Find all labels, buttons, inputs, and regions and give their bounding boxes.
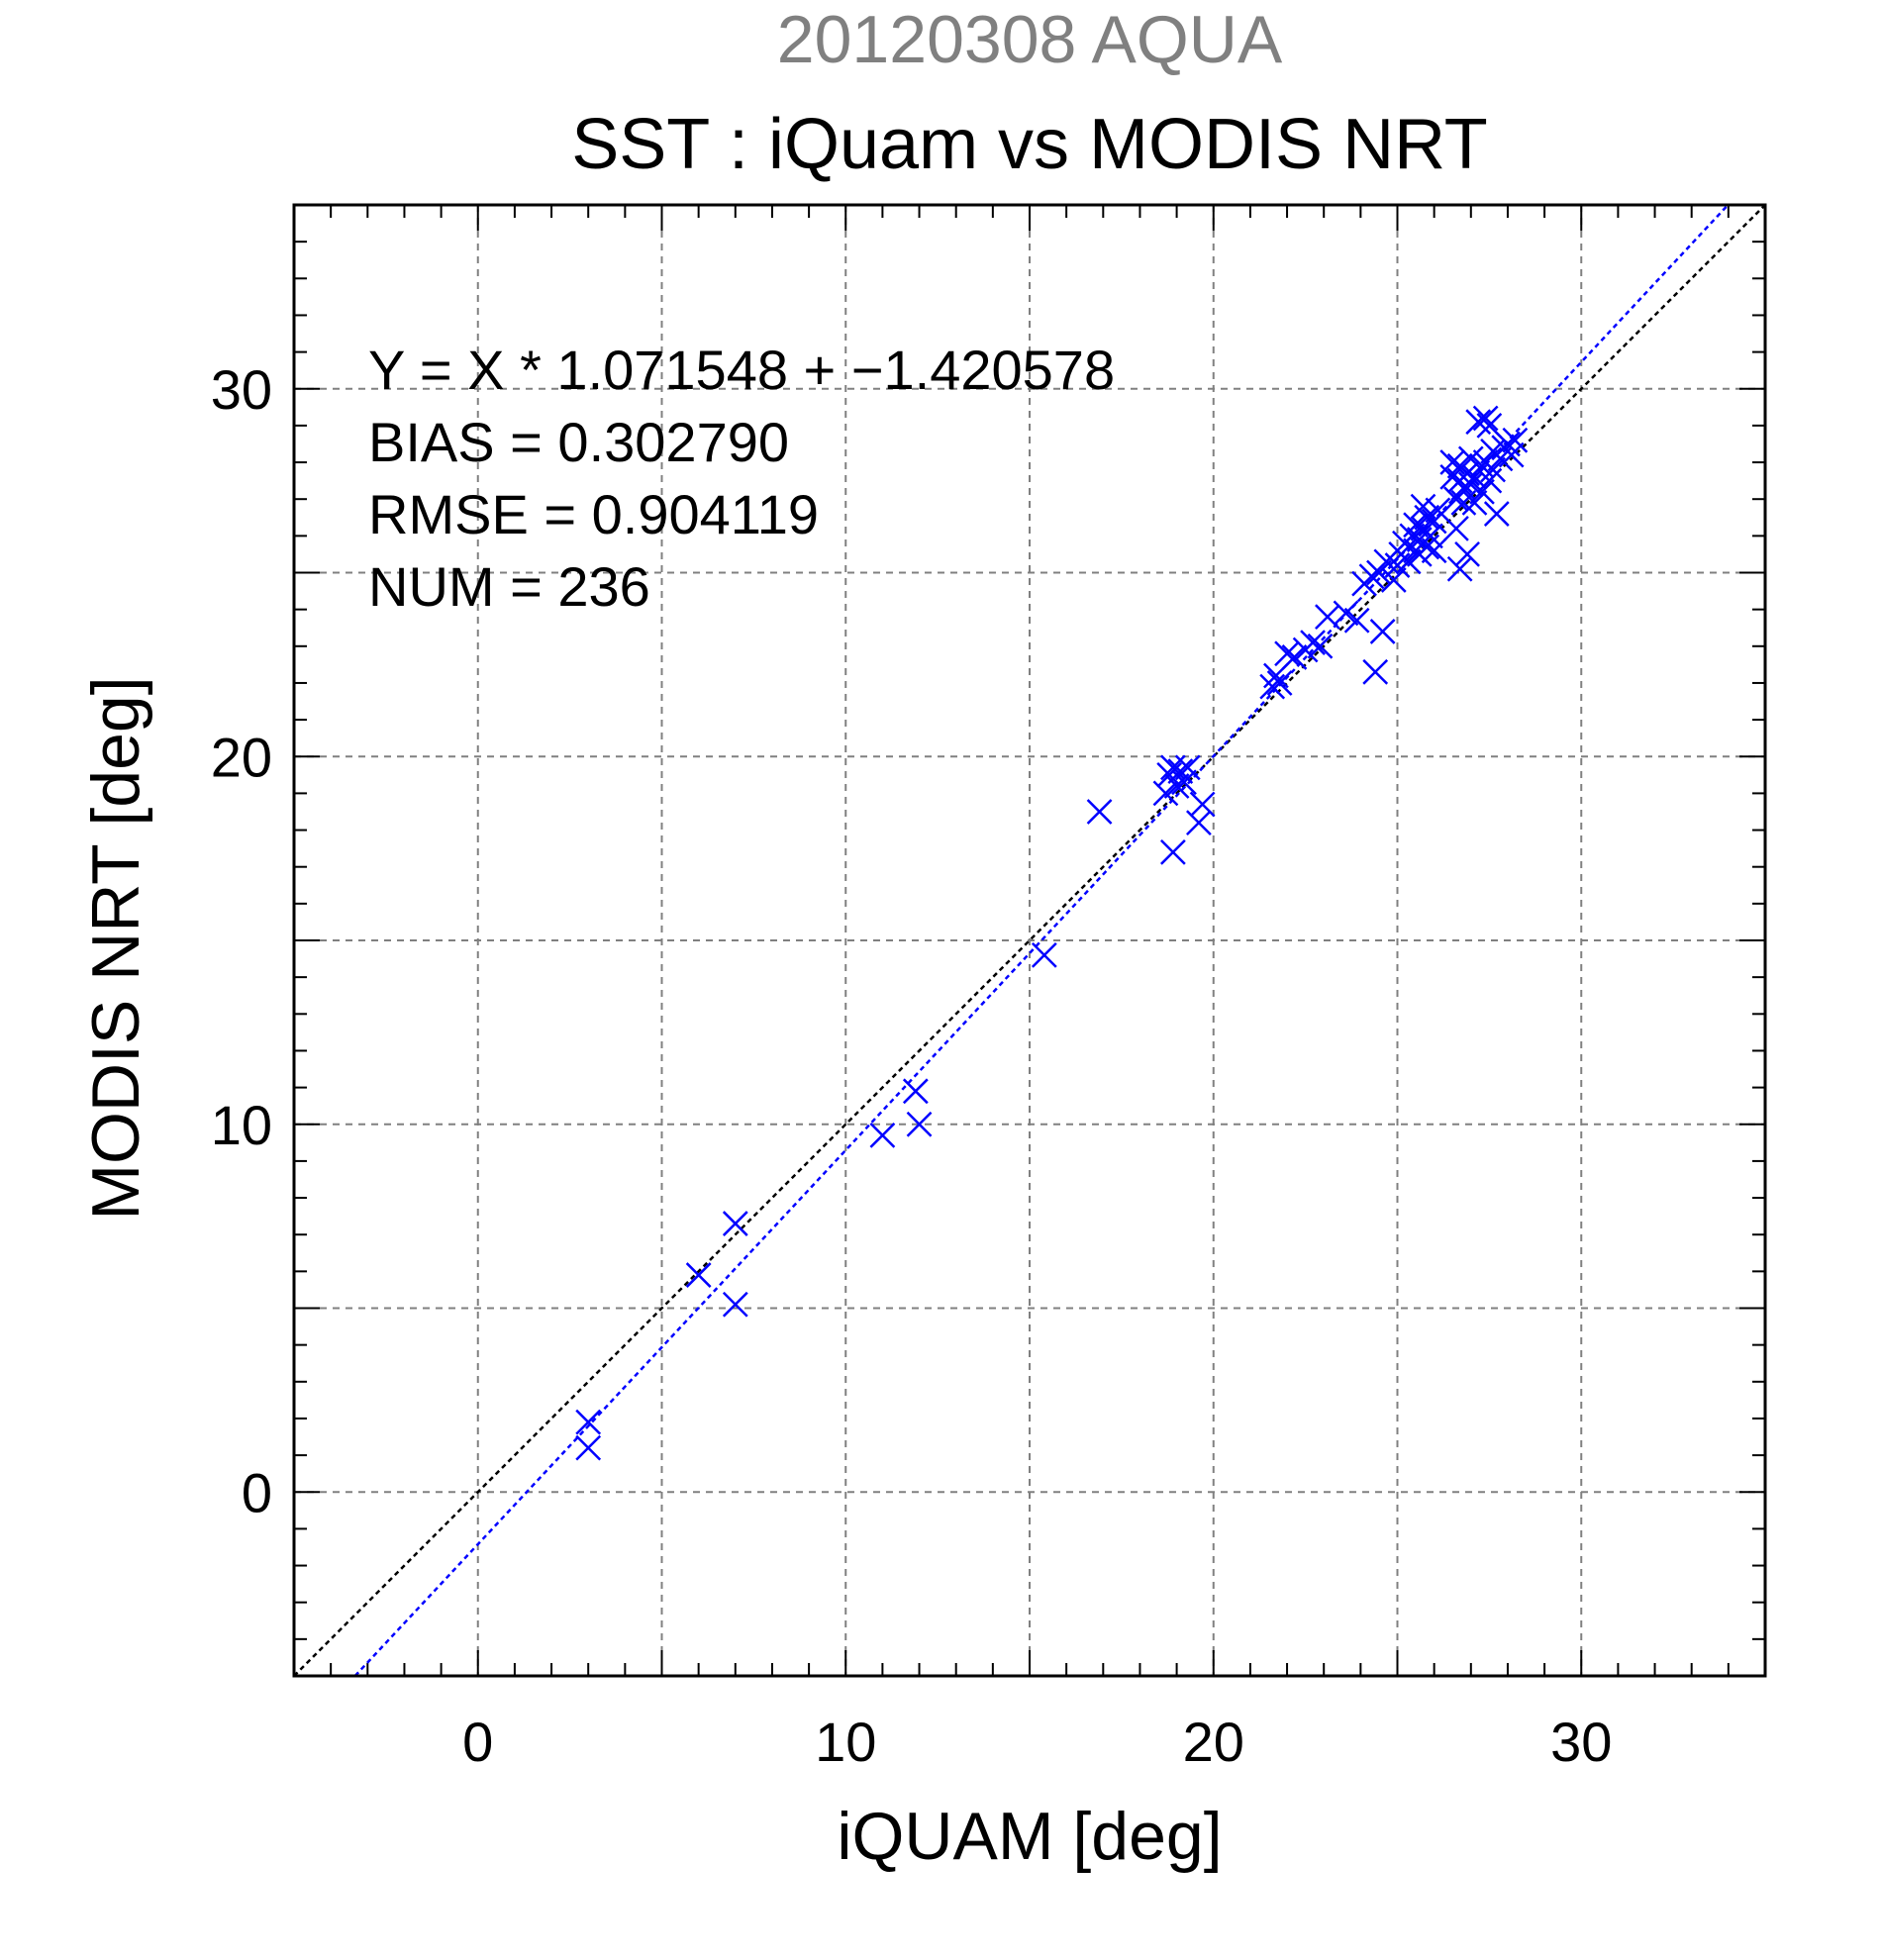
data-point [1469,478,1495,505]
data-point [1457,445,1484,472]
data-point [1439,449,1466,475]
data-point [1031,941,1057,968]
fit-equation-label: Y = X * 1.071548 + −1.420578 [368,339,1115,401]
data-point [1160,838,1186,865]
y-tick-label: 20 [211,726,272,788]
rmse-label: RMSE = 0.904119 [368,483,819,545]
data-point [1480,456,1506,483]
data-point [1189,791,1216,818]
data-point [1446,555,1473,582]
data-point [1461,490,1488,516]
data-point [1498,441,1525,468]
data-point [575,1409,602,1435]
data-point [1333,600,1359,627]
data-point [1472,405,1499,432]
data-point [1366,559,1392,586]
reference-lines [293,204,1766,1677]
data-point [1307,633,1334,659]
minor-ticks [294,205,1765,1676]
data-point [1174,754,1201,781]
data-point [1281,644,1308,670]
data-point [1421,538,1447,564]
data-point [1418,523,1443,549]
x-tick-label: 10 [815,1711,876,1773]
data-point [1454,541,1480,567]
data-point [1266,670,1293,696]
data-point [1362,658,1389,685]
data-points [575,405,1529,1461]
data-point [906,1111,933,1137]
data-point [869,1123,896,1148]
data-point [1315,604,1340,630]
count-label: NUM = 236 [368,555,650,618]
data-point [1274,640,1300,667]
grid-lines [294,205,1765,1676]
data-point [1502,427,1529,453]
data-point [1483,501,1510,527]
data-point [1171,769,1197,796]
x-axis-label: iQUAM [deg] [837,1799,1222,1874]
chart-title: SST : iQuam vs MODIS NRT [571,105,1488,184]
data-point [1450,490,1477,516]
data-point [902,1078,929,1105]
tick-labels: 0 10 20 30 0 10 20 30 [211,358,1613,1773]
data-point [1395,548,1422,575]
fit-line [353,204,1730,1677]
data-point [1163,773,1190,799]
data-point [685,1262,712,1288]
stats-annotations: Y = X * 1.071548 + −1.420578 BIAS = 0.30… [368,339,1115,618]
data-point [1160,754,1186,781]
data-point [722,1291,748,1318]
x-tick-label: 0 [462,1711,493,1773]
data-point [1443,516,1469,541]
data-point [1086,799,1113,825]
bias-label: BIAS = 0.302790 [368,411,789,473]
data-point [1186,810,1212,836]
y-tick-label: 30 [211,358,272,421]
data-point [1343,607,1370,634]
chart-supertitle: 20120308 AQUA [777,2,1283,77]
plot-frame [292,203,1767,1678]
x-tick-label: 20 [1183,1711,1244,1773]
x-tick-label: 30 [1550,1711,1612,1773]
data-point [1369,619,1396,644]
data-point [1461,464,1488,490]
y-axis-label: MODIS NRT [deg] [78,676,153,1220]
data-point [1380,567,1407,593]
data-point [575,1434,602,1461]
data-point [1300,630,1326,655]
y-tick-label: 10 [211,1094,272,1156]
data-point [722,1211,748,1236]
y-tick-label: 0 [242,1461,272,1523]
